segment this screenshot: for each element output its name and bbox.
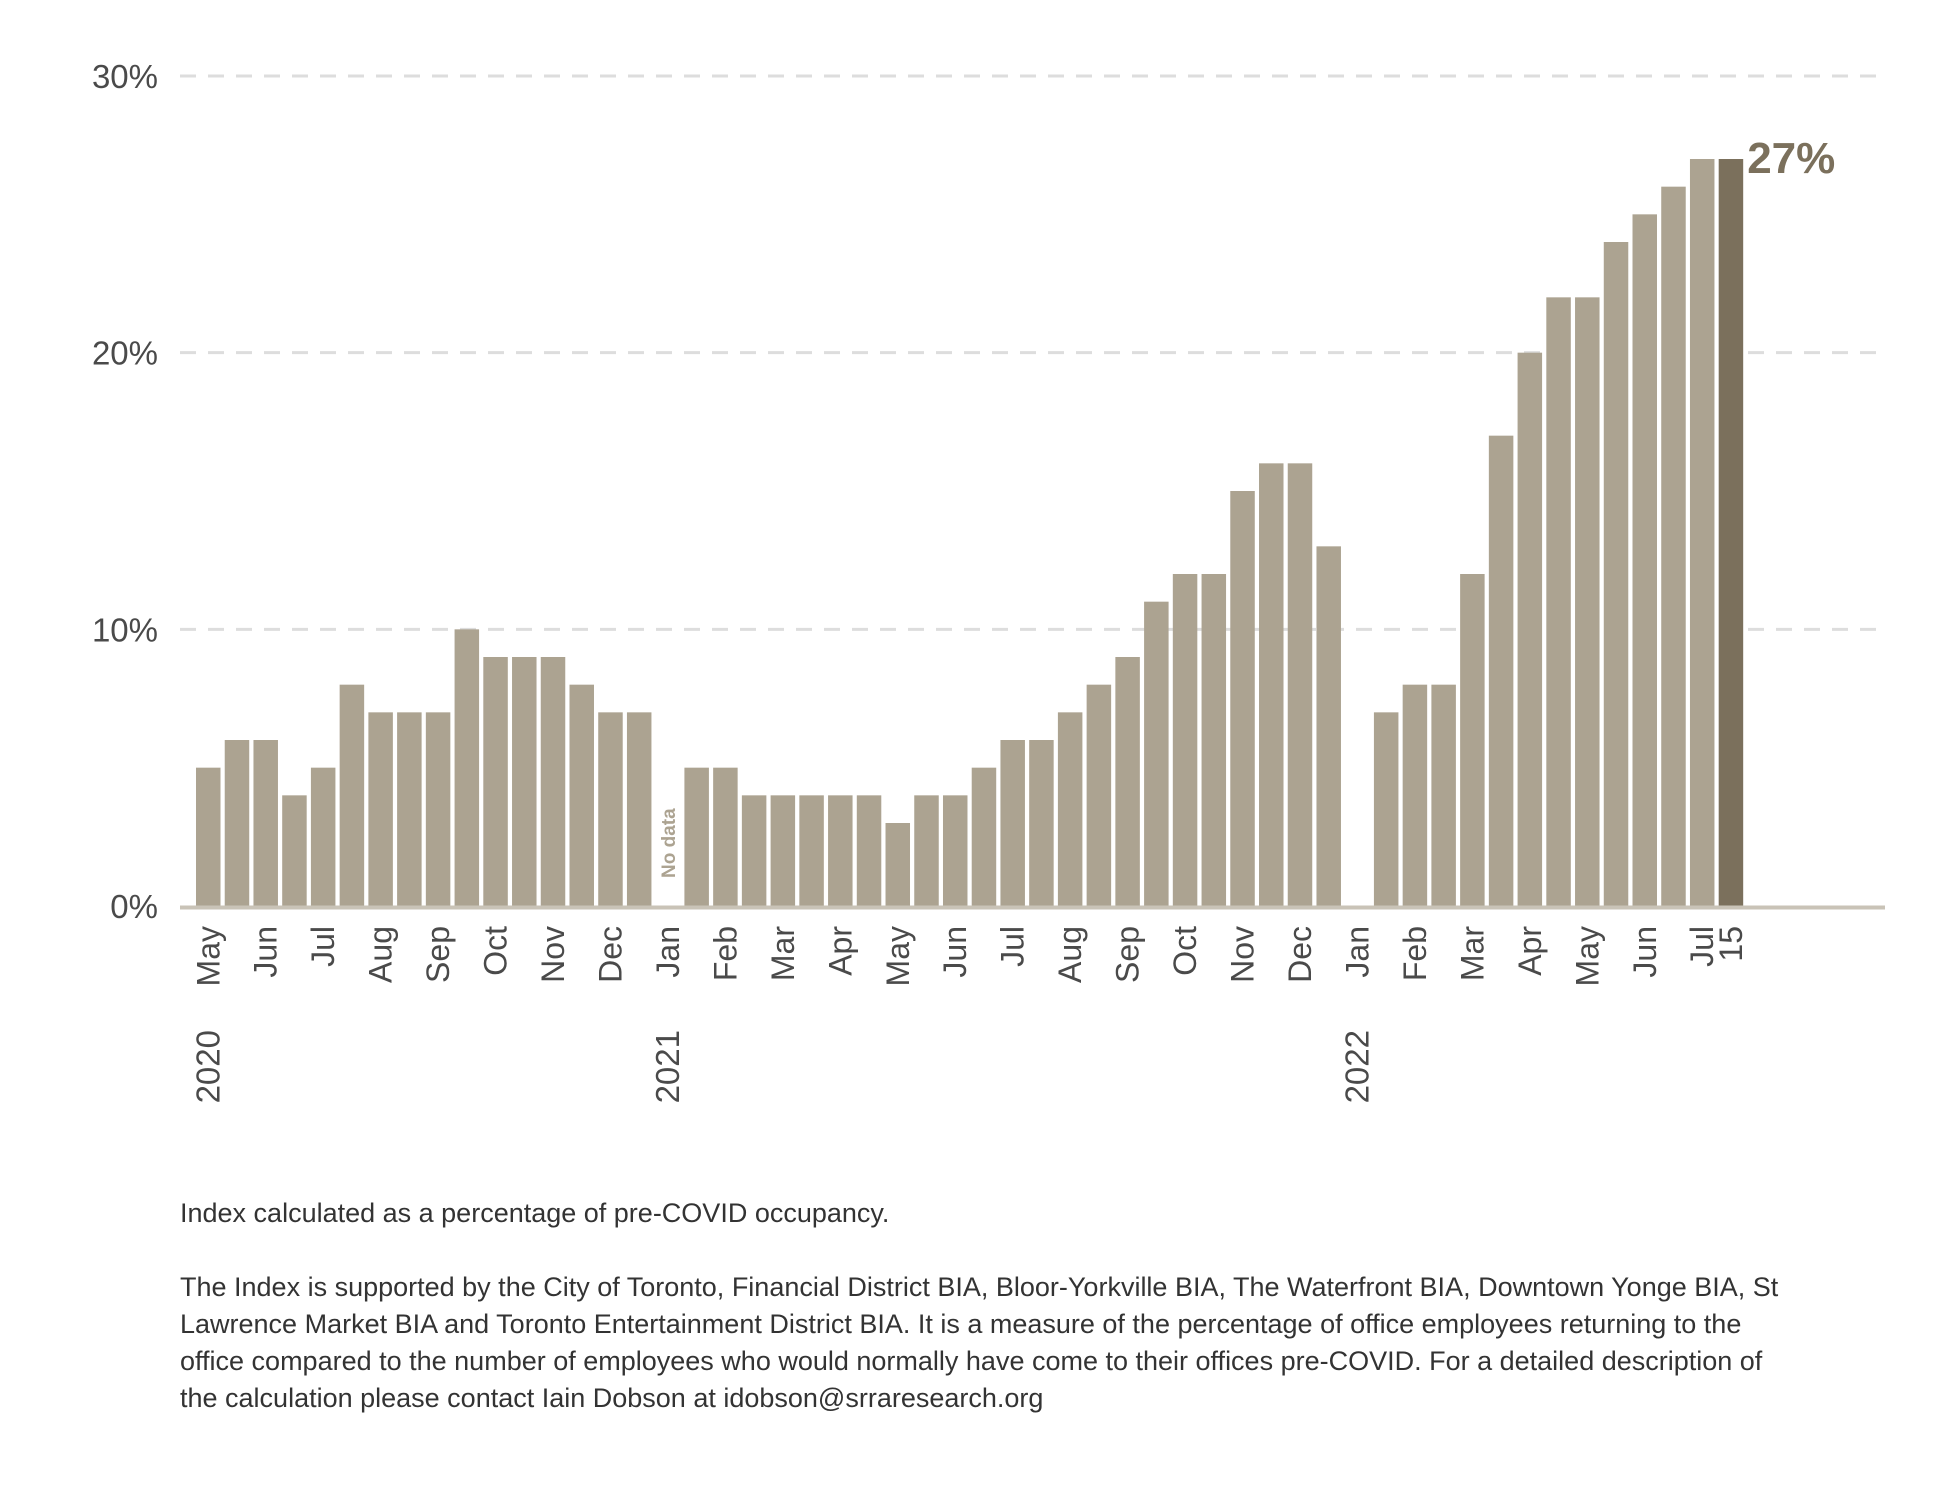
bar <box>741 795 767 906</box>
x-month-label: Nov <box>535 926 571 983</box>
x-month-label: Oct <box>1167 926 1203 976</box>
bar <box>770 795 796 906</box>
x-month-label: 15 <box>1713 926 1749 962</box>
bar <box>1546 297 1571 906</box>
note-index-definition: Index calculated as a percentage of pre-… <box>180 1198 890 1228</box>
bar <box>1115 657 1140 906</box>
bar <box>1488 435 1514 906</box>
x-month-label: Sep <box>420 926 456 983</box>
bar <box>799 795 824 906</box>
x-year-label: 2020 <box>189 1030 226 1103</box>
bar <box>1517 352 1543 907</box>
x-month-label: Jul <box>995 926 1031 967</box>
bar <box>598 712 623 906</box>
bar <box>914 795 939 906</box>
x-month-label: Jun <box>248 926 284 978</box>
y-tick-label: 0% <box>110 888 158 925</box>
x-month-label: Sep <box>1110 926 1146 983</box>
bar <box>1057 712 1083 906</box>
bar <box>1000 740 1025 906</box>
y-tick-label: 20% <box>92 335 158 372</box>
x-month-label: Jul <box>305 926 341 967</box>
x-month-label: Jan <box>650 926 686 978</box>
bar <box>971 767 997 906</box>
y-tick-label: 30% <box>92 58 158 95</box>
bar <box>425 712 451 906</box>
bar <box>339 684 365 906</box>
latest-value-label: 27% <box>1747 134 1835 183</box>
bar <box>1402 684 1428 906</box>
bar <box>454 629 480 906</box>
bar <box>1287 463 1313 906</box>
x-month-label: Aug <box>363 926 399 983</box>
bar <box>512 657 537 906</box>
bar <box>1603 242 1629 906</box>
x-month-label: Feb <box>707 926 743 981</box>
chart-container: 0% 10% 20% 30% May Jun Jul Aug Sep Oct Nov Dec Jan F… <box>92 58 1885 1104</box>
bar <box>1259 463 1284 906</box>
x-month-label: May <box>190 926 226 986</box>
x-month-label: Apr <box>822 926 858 976</box>
bar <box>1689 159 1715 906</box>
bar <box>368 712 393 906</box>
x-month-label: Mar <box>765 926 801 981</box>
x-month-label: Jan <box>1339 926 1375 978</box>
y-axis-ticks: 0% 10% 20% 30% <box>92 58 158 925</box>
note-index-description: The Index is supported by the City of To… <box>180 1272 1779 1413</box>
annotations: No data 27% <box>659 134 1835 878</box>
bar <box>885 823 911 906</box>
x-month-label: Apr <box>1512 926 1548 976</box>
bar <box>1144 601 1169 906</box>
bar <box>684 767 709 906</box>
chart-notes: Index calculated as a percentage of pre-… <box>180 1195 1800 1454</box>
x-month-label: Nov <box>1225 926 1261 983</box>
bar <box>397 712 422 906</box>
bar <box>483 657 508 906</box>
bar <box>1431 684 1456 906</box>
bar <box>540 657 566 906</box>
x-month-label: Dec <box>1282 926 1318 983</box>
bars <box>196 159 1744 907</box>
x-year-label: 2022 <box>1338 1030 1375 1103</box>
x-month-label: Feb <box>1397 926 1433 981</box>
x-month-label: May <box>1569 926 1605 986</box>
bar <box>224 740 250 906</box>
bar <box>942 795 968 906</box>
x-month-label: Aug <box>1052 926 1088 983</box>
x-month-label: May <box>880 926 916 986</box>
bar <box>310 767 336 906</box>
x-month-label: Jul <box>1684 926 1720 967</box>
x-axis-labels: May Jun Jul Aug Sep Oct Nov Dec Jan Feb Mar Apr May J… <box>189 926 1749 1104</box>
no-data-label: No data <box>659 808 680 878</box>
bar <box>1029 740 1054 906</box>
bar <box>1316 546 1341 906</box>
x-year-label: 2021 <box>649 1030 686 1103</box>
bar-highlight <box>1718 159 1744 906</box>
gridlines <box>180 74 1885 631</box>
bar <box>253 740 278 906</box>
bar <box>1172 574 1198 906</box>
bar <box>196 767 221 906</box>
office-occupancy-bar-chart: 0% 10% 20% 30% May Jun Jul Aug Sep Oct Nov Dec Jan F… <box>92 58 1885 1104</box>
bar <box>1373 712 1399 906</box>
bar <box>569 684 594 906</box>
x-month-label: Jun <box>1627 926 1663 978</box>
bar <box>1230 491 1255 906</box>
bar <box>713 767 738 906</box>
bar <box>1661 186 1686 906</box>
bar <box>828 795 853 906</box>
y-tick-label: 10% <box>92 611 158 648</box>
x-month-label: Mar <box>1454 926 1490 981</box>
x-month-label: Dec <box>592 926 628 983</box>
bar <box>1460 574 1485 906</box>
bar <box>1201 574 1227 906</box>
x-month-label: Oct <box>478 926 514 976</box>
bar <box>1086 684 1112 906</box>
bar <box>282 795 307 906</box>
bar <box>1575 297 1600 906</box>
bar <box>626 712 652 906</box>
x-month-label: Jun <box>937 926 973 978</box>
bar <box>856 795 882 906</box>
bar <box>1632 214 1657 907</box>
